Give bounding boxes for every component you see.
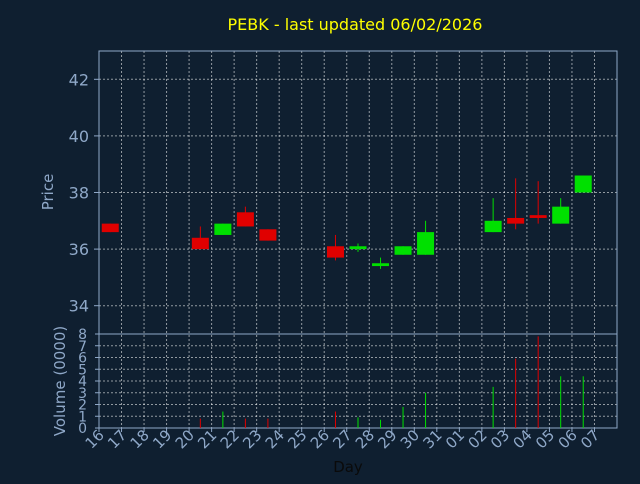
candle-body bbox=[326, 246, 344, 258]
candle-body bbox=[394, 246, 412, 255]
candle-body bbox=[552, 206, 570, 224]
volume-axis-label: Volume (0000) bbox=[51, 326, 69, 436]
price-tick-label: 40 bbox=[69, 127, 89, 146]
price-plot-area bbox=[99, 51, 617, 334]
candle-body bbox=[484, 220, 502, 233]
candle-body bbox=[507, 217, 525, 224]
volume-tick-label: 3 bbox=[78, 386, 87, 402]
price-tick-label: 42 bbox=[69, 70, 89, 89]
volume-tick-label: 5 bbox=[78, 362, 87, 378]
chart-title: PEBK - last updated 06/02/2026 bbox=[228, 15, 483, 34]
candle-body bbox=[236, 212, 254, 227]
volume-tick-label: 6 bbox=[78, 351, 87, 367]
volume-tick-label: 4 bbox=[78, 374, 87, 390]
candle-body bbox=[574, 175, 592, 193]
candle-body bbox=[529, 215, 547, 218]
chart-layers: 3436384042012345678161718192021222324252… bbox=[69, 50, 618, 452]
price-tick-label: 38 bbox=[69, 184, 89, 203]
price-axis-label: Price bbox=[39, 174, 57, 211]
candle-body bbox=[417, 232, 435, 255]
volume-tick-label: 0 bbox=[78, 421, 87, 437]
x-tick-label: 07 bbox=[577, 426, 603, 452]
x-axis-label: Day bbox=[333, 458, 363, 476]
price-tick-label: 34 bbox=[69, 297, 89, 316]
volume-tick-label: 2 bbox=[78, 398, 87, 414]
candle-body bbox=[349, 246, 367, 250]
candle-body bbox=[214, 223, 232, 235]
volume-plot-area bbox=[99, 334, 617, 428]
volume-tick-label: 1 bbox=[78, 409, 87, 425]
volume-tick-label: 7 bbox=[78, 339, 87, 355]
candle-body bbox=[191, 237, 209, 250]
candle-body bbox=[372, 263, 390, 267]
candle-body bbox=[101, 223, 119, 233]
price-tick-label: 36 bbox=[69, 240, 89, 259]
candle-body bbox=[259, 229, 277, 241]
volume-tick-label: 8 bbox=[78, 327, 87, 343]
